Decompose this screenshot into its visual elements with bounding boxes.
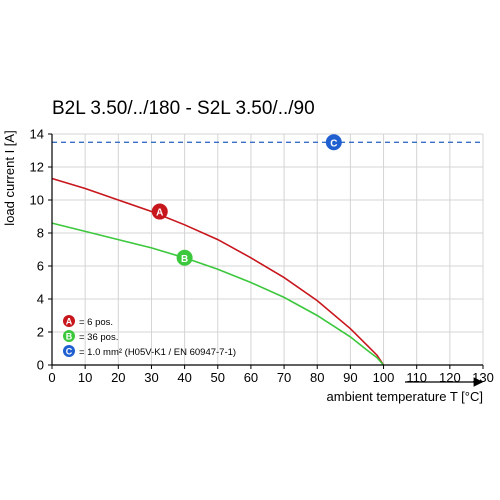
y-tick-label: 8 — [37, 226, 44, 241]
legend-letter: B — [66, 332, 73, 342]
legend-circle — [63, 330, 75, 342]
markers: A B C — [151, 134, 342, 266]
legend-text: = 36 pos. — [79, 332, 118, 343]
x-tick-label: 100 — [373, 370, 395, 385]
x-tick-label: 20 — [111, 370, 125, 385]
marker-B: B — [176, 249, 193, 266]
marker-C: C — [325, 134, 342, 151]
legend-circle — [63, 315, 75, 327]
marker-letter: B — [181, 254, 188, 265]
legend: A = 6 pos. B = 36 pos. C = 1.0 mm² (H05V-K1 /… — [63, 315, 236, 358]
legend-letter: C — [66, 347, 73, 357]
marker-letter: C — [330, 138, 337, 149]
y-tick-label: 12 — [30, 160, 44, 175]
legend-text: = 1.0 mm² (H05V-K1 / EN 60947-7-1) — [79, 347, 236, 358]
series-group — [51, 141, 483, 366]
axes: 0 10 20 30 40 50 60 70 80 90 100 110 120 130 0 2 4 6 8 10 12… — [2, 127, 494, 405]
legend-item-A: A = 6 pos. — [63, 315, 113, 328]
x-tick-label: 10 — [78, 370, 92, 385]
chart-title: B2L 3.50/../180 - S2L 3.50/../90 — [52, 98, 315, 119]
legend-letter: A — [66, 317, 73, 327]
x-tick-label: 40 — [177, 370, 191, 385]
series-line-A — [51, 177, 385, 366]
x-tick-label: 90 — [343, 370, 357, 385]
y-axis-label: load current I [A] — [2, 130, 17, 225]
marker-A: A — [151, 203, 168, 220]
x-tick-label: 110 — [406, 370, 427, 385]
x-tick-label: 130 — [472, 370, 494, 385]
grid — [52, 133, 484, 365]
x-tick-label: 60 — [244, 370, 258, 385]
x-tick-label: 50 — [211, 370, 225, 385]
x-tick-label: 80 — [310, 370, 324, 385]
legend-item-C: C = 1.0 mm² (H05V-K1 / EN 60947-7-1) — [63, 345, 236, 358]
y-tick-label: 6 — [37, 259, 44, 274]
x-tick-label: 0 — [48, 370, 55, 385]
y-tick-label: 2 — [37, 325, 44, 340]
y-tick-label: 0 — [37, 358, 44, 373]
y-tick-label: 14 — [30, 127, 44, 142]
x-tick-label: 120 — [439, 370, 461, 385]
x-axis-label: ambient temperature T [°C] — [327, 389, 483, 404]
legend-item-B: B = 36 pos. — [63, 330, 118, 343]
legend-text: = 6 pos. — [79, 317, 113, 328]
legend-circle — [63, 345, 75, 357]
marker-letter: A — [156, 208, 163, 219]
marker-circle — [176, 249, 193, 266]
x-tick-label: 70 — [277, 370, 291, 385]
x-tick-label: 30 — [144, 370, 158, 385]
marker-circle — [151, 203, 168, 220]
marker-circle — [325, 134, 342, 151]
y-tick-label: 4 — [37, 292, 44, 307]
y-tick-label: 10 — [30, 193, 44, 208]
series-line-B — [51, 222, 385, 366]
